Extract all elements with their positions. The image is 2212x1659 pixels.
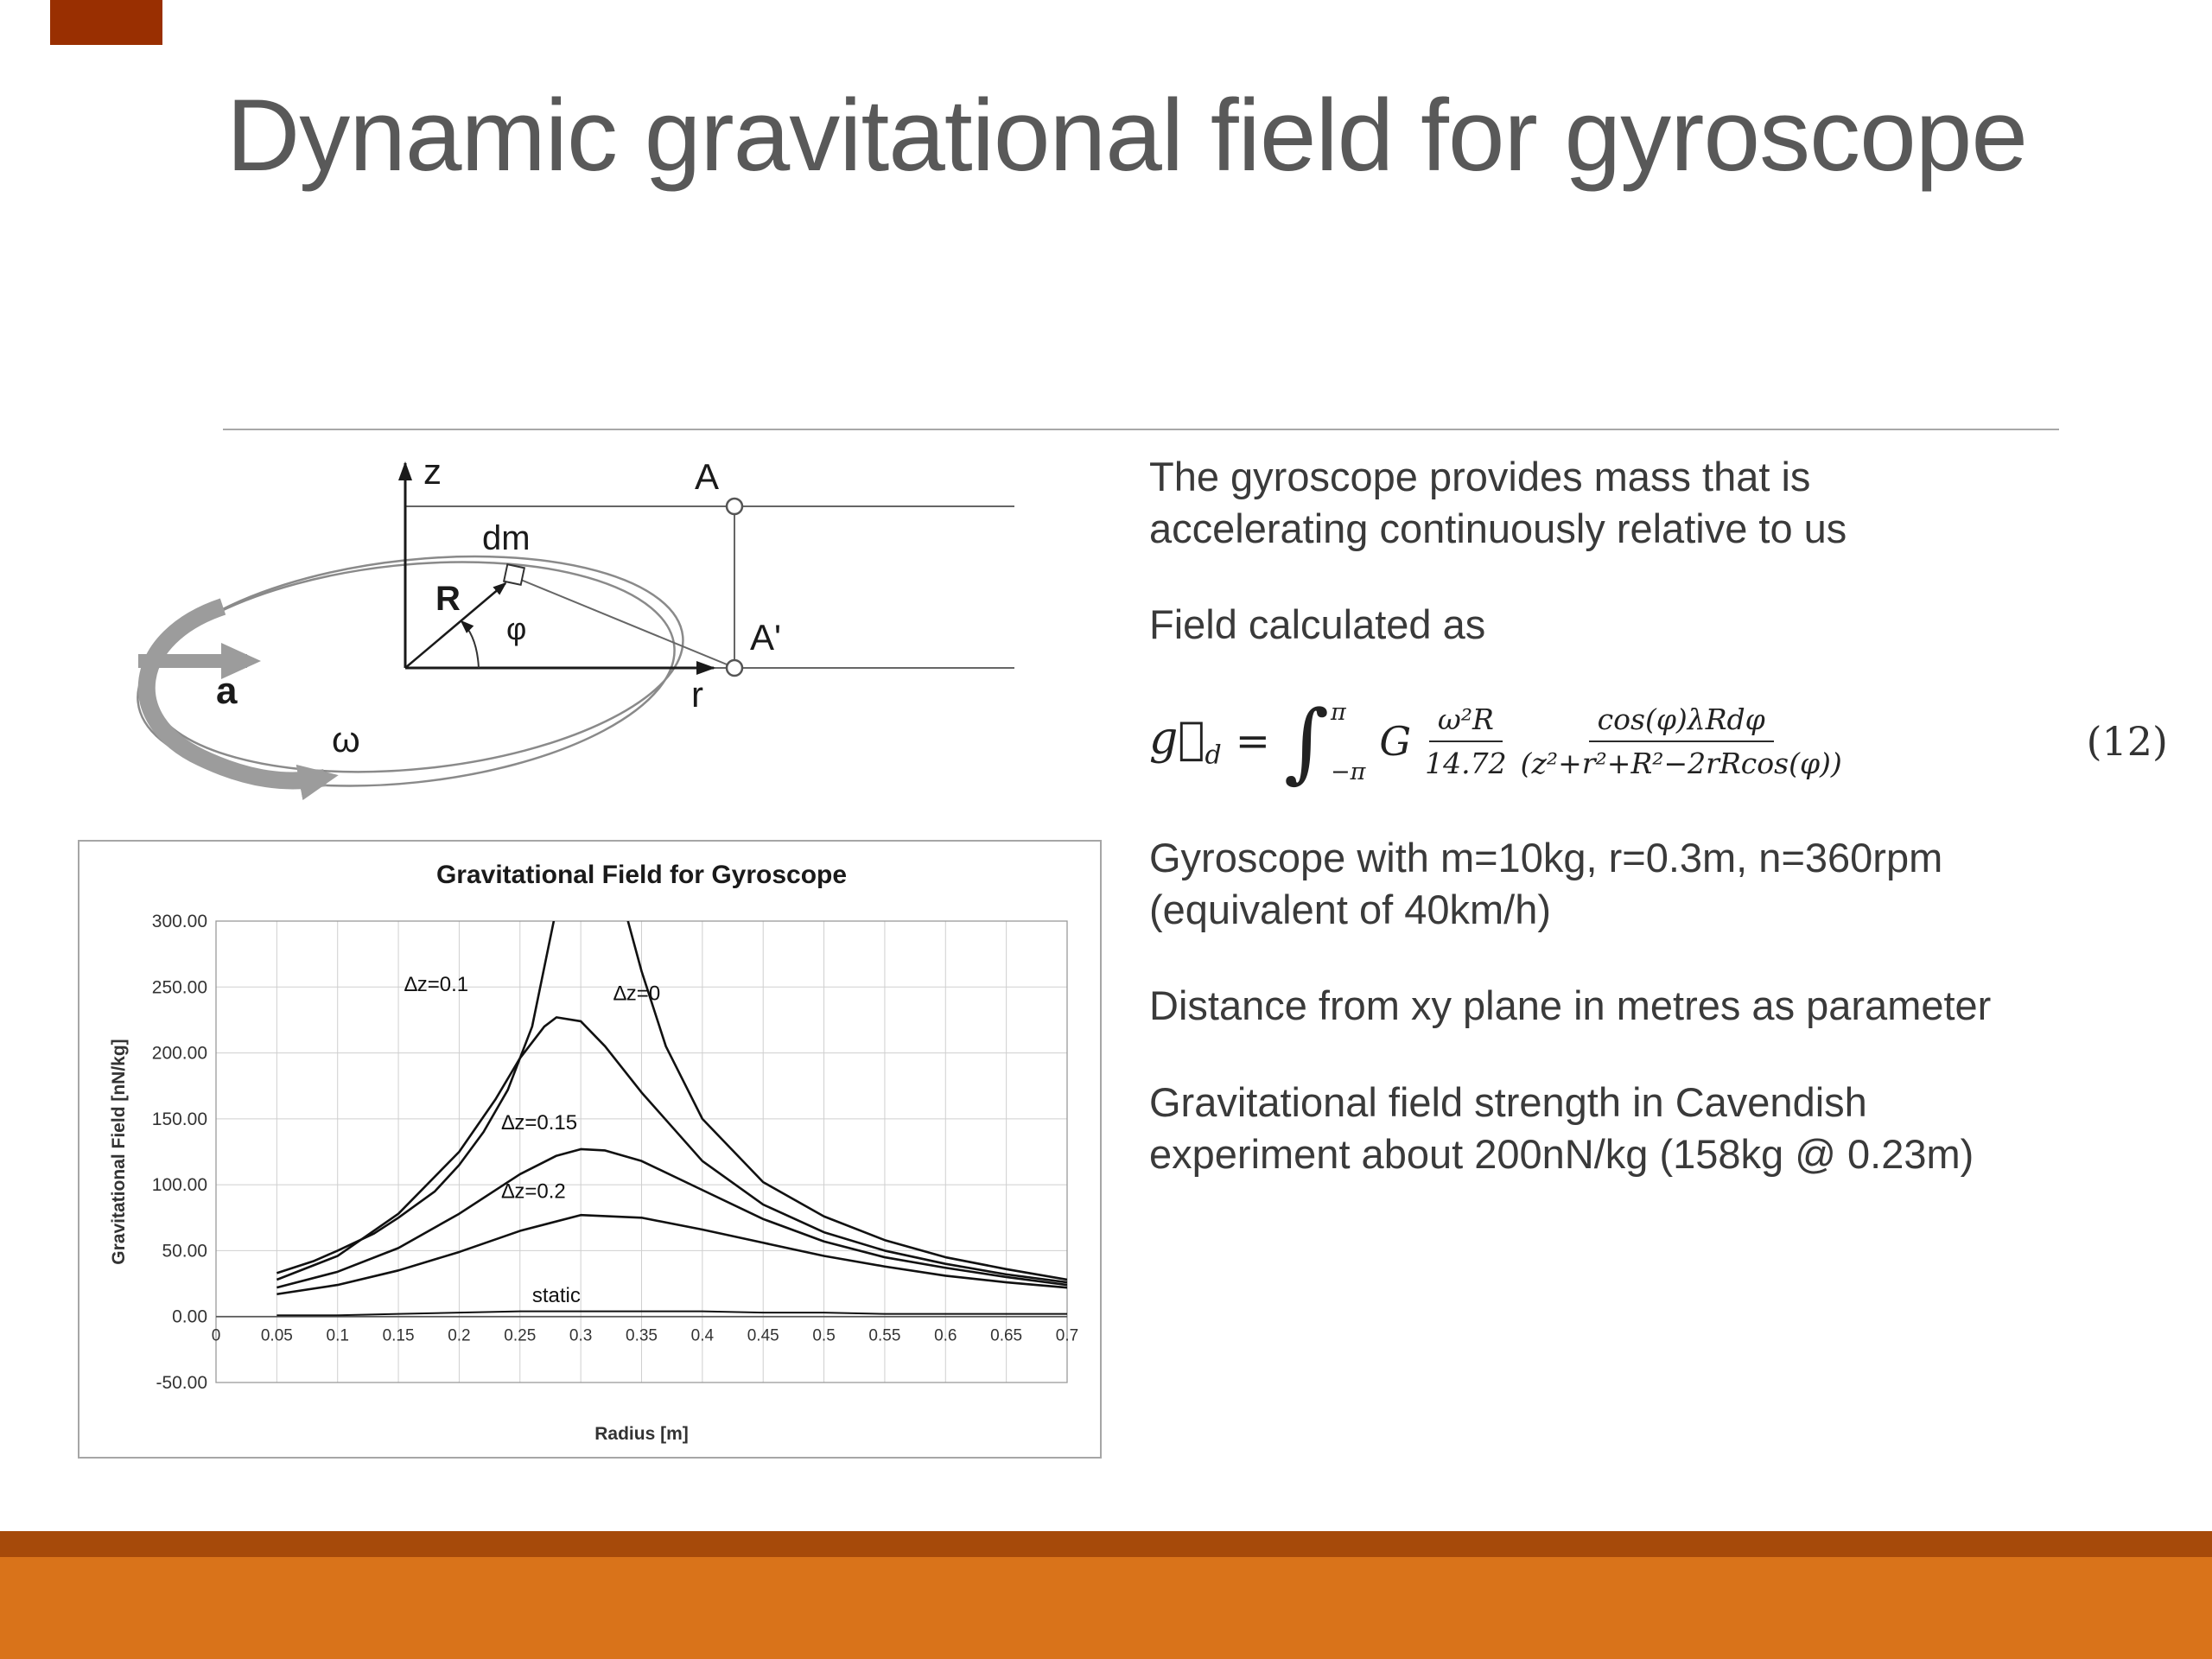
paragraph-cavendish: Gravitational field strength in Cavendis… [1149,1079,1974,1177]
paragraph-field-calculated: Field calculated as [1149,601,1486,648]
x-tick-label: 0.55 [868,1327,900,1345]
series-∆z=0.15 [276,1147,1067,1289]
x-tick-label: 0.7 [1056,1327,1078,1345]
series-inline-label: ∆z=0 [613,982,660,1006]
label-dm: dm [482,519,531,557]
y-tick-label: -50.00 [156,1373,207,1393]
equals-sign: = [1235,717,1270,766]
x-tick-label: 0 [212,1327,221,1345]
series-∆z=0.2 [276,1213,1067,1296]
series-∆z=0.1 [276,1016,1067,1284]
x-tick-label: 0.5 [812,1327,835,1345]
series-inline-label: ∆z=0.15 [502,1111,577,1135]
x-tick-label: 0.45 [747,1327,779,1345]
paragraph-distance-parameter: Distance from xy plane in metres as para… [1149,982,1992,1029]
gravitational-field-chart: 300.00 250.00 200.00 150.00 100.00 50.00 0.00 -… [78,840,1102,1459]
label-omega: ω [332,719,360,760]
paragraph-gyroscope-params: Gyroscope with m=10kg, r=0.3m, n=360rpm … [1149,835,1943,932]
label-phi: φ [506,611,526,646]
plot-border [215,920,1068,1383]
y-tick-label: 200.00 [152,1044,207,1064]
R-vector [404,582,507,669]
integral-upper-limit: π [1331,699,1346,727]
label-A: A [695,456,719,497]
gyroscope-diagram-svg: z dm R φ A A' a r ω [137,451,1014,801]
x-tick-label: 0.4 [691,1327,715,1345]
x-tick-label: 0.65 [990,1327,1022,1345]
x-tick-label: 0.1 [327,1327,349,1345]
label-Aprime: A' [750,617,781,658]
x-tick-label: 0.3 [569,1327,592,1345]
gravitational-constant: G [1379,718,1412,766]
point-Aprime-marker [725,658,744,677]
gyroscope-diagram: z dm R φ A A' a r ω [119,442,1018,842]
corner-accent-bar [50,0,162,45]
point-A-marker [725,497,744,516]
line-dm-to-Aprime [516,577,732,667]
omega-rotation-arrow [137,598,339,801]
integral: ∫ π −π [1284,696,1365,787]
series-inline-label: static [532,1284,581,1307]
series-static [276,1310,1067,1317]
y-tick-label: 300.00 [152,912,207,931]
chart-title: Gravitational Field for Gyroscope [436,861,847,889]
series-inline-label: ∆z=0.1 [404,973,468,996]
dm-mass-element-marker [502,563,526,587]
g-vector-symbol: g⃗d [1149,712,1222,771]
y-tick-label: 150.00 [152,1109,207,1129]
y-axis-title: Gravitational Field [nN/kg] [109,1039,129,1264]
chart-svg: 300.00 250.00 200.00 150.00 100.00 50.00 0.00 -… [109,861,1078,1444]
paragraph-gyroscope-mass: The gyroscope provides mass that is acce… [1149,454,1847,551]
label-z: z [423,451,442,492]
fraction-integrand: cos(φ)λRdφ (z²+r²+R²−2rRcos(φ)) [1520,702,1842,780]
x-tick-label: 0.35 [626,1327,658,1345]
x-tick-label: 0.2 [448,1327,470,1345]
x-tick-label: 0.25 [504,1327,536,1345]
fraction-omega: ω²R 14.72 [1425,702,1507,780]
field-equation: g⃗d = ∫ π −π G ω²R 14.72 cos(φ)λRdφ (z²+… [1149,696,2173,787]
integral-lower-limit: −π [1331,759,1366,786]
integral-sign: ∫ [1283,690,1330,792]
right-text-column: The gyroscope provides mass that is acce… [1149,451,2173,1225]
x-tick-label: 0.15 [383,1327,415,1345]
series-inline-label: ∆z=0.2 [502,1179,566,1203]
phi-angle-arc [460,620,480,669]
series-∆z=0 [276,921,1067,1281]
label-R: R [435,580,461,618]
label-r: r [691,674,703,715]
bottom-accent-band [0,1557,2212,1659]
y-tick-label: 50.00 [162,1241,207,1261]
page-title: Dynamic gravitational field for gyroscop… [226,79,2028,193]
x-axis-title: Radius [m] [594,1424,689,1444]
integral-limits: π −π [1329,696,1365,787]
x-tick-label: 0.05 [261,1327,293,1345]
x-tick-label: 0.6 [934,1327,957,1345]
title-divider [223,429,2059,430]
bottom-accent-strip [0,1531,2212,1557]
y-tick-label: 0.00 [172,1307,207,1327]
equation-number: (12) [2086,718,2168,766]
label-a: a [216,670,238,712]
y-tick-label: 100.00 [152,1175,207,1195]
y-tick-label: 250.00 [152,977,207,997]
